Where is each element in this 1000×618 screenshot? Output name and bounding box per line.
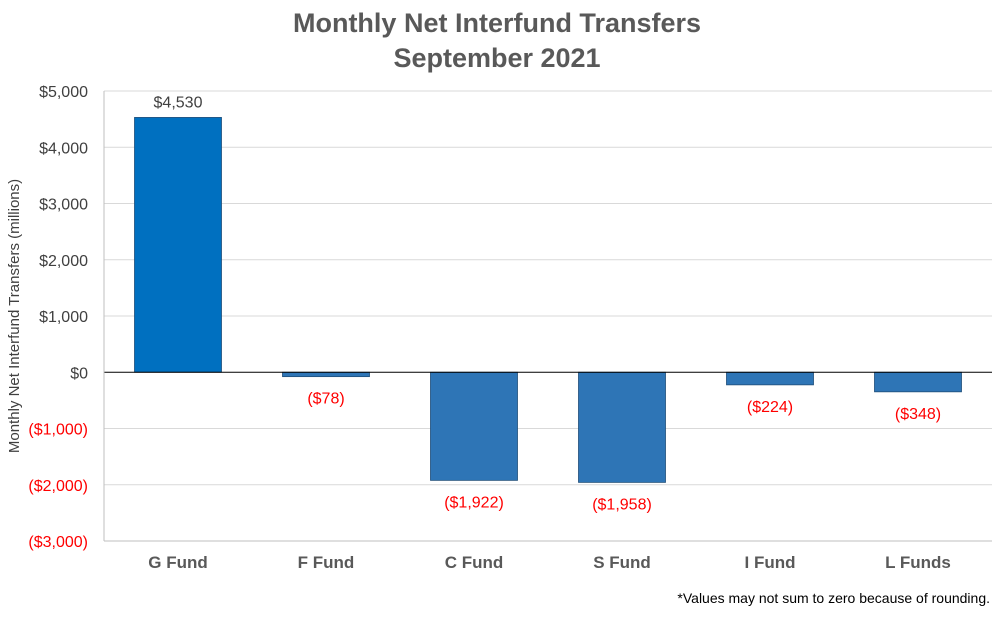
data-label: ($1,958) bbox=[592, 496, 652, 513]
data-label: ($224) bbox=[747, 399, 793, 416]
data-label: ($348) bbox=[895, 406, 941, 423]
data-label: ($1,922) bbox=[444, 494, 504, 511]
y-tick-label: ($1,000) bbox=[28, 422, 88, 439]
y-tick-label: $2,000 bbox=[39, 253, 88, 270]
x-tick-label: C Fund bbox=[445, 553, 504, 572]
bar-l-funds bbox=[874, 371, 962, 393]
y-axis-label: Monthly Net Interfund Transfers (million… bbox=[6, 179, 23, 453]
footnote: *Values may not sum to zero because of r… bbox=[677, 590, 990, 606]
y-tick-label: ($3,000) bbox=[28, 534, 88, 551]
y-tick-label: $3,000 bbox=[39, 197, 88, 214]
y-tick-label: ($2,000) bbox=[28, 478, 88, 495]
y-tick-label: $5,000 bbox=[39, 84, 88, 101]
y-tick-label: $4,000 bbox=[39, 140, 88, 157]
x-tick-label: I Fund bbox=[745, 553, 796, 572]
axes bbox=[103, 91, 992, 542]
x-tick-label: S Fund bbox=[593, 553, 651, 572]
data-labels: $4,530 ($78) ($1,922) ($1,958) ($224) ($348) bbox=[154, 94, 942, 513]
y-tick-label: $1,000 bbox=[39, 309, 88, 326]
chart-title: Monthly Net Interfund Transfers bbox=[293, 8, 701, 38]
bar-c-fund bbox=[430, 371, 518, 481]
data-label: $4,530 bbox=[154, 94, 203, 111]
bar-g-fund bbox=[134, 117, 222, 373]
bar-i-fund bbox=[726, 371, 814, 386]
bar-s-fund bbox=[578, 371, 666, 483]
bars bbox=[134, 117, 962, 483]
gridlines bbox=[104, 90, 992, 542]
chart-subtitle: September 2021 bbox=[393, 43, 600, 73]
data-label: ($78) bbox=[307, 391, 344, 408]
x-axis-ticks: G Fund F Fund C Fund S Fund I Fund L Funds bbox=[148, 553, 951, 572]
x-tick-label: G Fund bbox=[148, 553, 207, 572]
y-tick-label: $0 bbox=[70, 365, 88, 382]
x-tick-label: L Funds bbox=[885, 553, 951, 572]
bar-f-fund bbox=[282, 371, 370, 378]
x-tick-label: F Fund bbox=[298, 553, 355, 572]
y-axis-ticks: $5,000 $4,000 $3,000 $2,000 $1,000 $0 ($1,000)… bbox=[28, 84, 88, 551]
